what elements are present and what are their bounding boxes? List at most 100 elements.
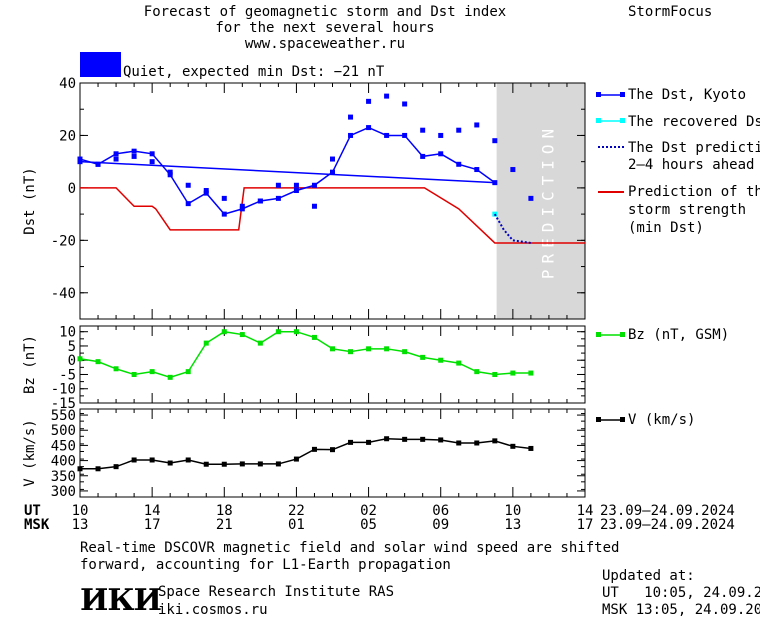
bz-frame <box>79 325 586 404</box>
dst-kyoto-point <box>402 132 408 138</box>
dst-kyoto-point <box>330 169 335 175</box>
v-ytick-label: 350 <box>51 469 76 485</box>
msk-axis-label: MSK <box>24 517 50 533</box>
v-point <box>366 439 372 445</box>
v-point <box>348 439 354 445</box>
dst-kyoto-point <box>366 125 372 131</box>
dst-kyoto-point <box>384 132 390 138</box>
dst-kyoto-point-latest <box>366 98 372 104</box>
dst-ytick-label: -40 <box>51 286 76 302</box>
v-point <box>131 457 137 463</box>
bz-point <box>366 346 372 352</box>
ut-date-range: 23.09–24.09.2024 <box>600 503 735 519</box>
dst-ytick-label: 0 <box>68 181 76 197</box>
bz-point <box>95 359 101 365</box>
dst-kyoto-point <box>149 151 155 157</box>
dst-kyoto-point-latest <box>77 159 83 165</box>
bz-point <box>239 332 245 338</box>
v-point <box>257 461 263 467</box>
dst-kyoto-point-latest <box>203 188 209 194</box>
bz-ytick-label: 10 <box>59 325 76 341</box>
msk-tick-label: 13 <box>504 517 522 533</box>
dst-kyoto-point-latest <box>474 122 480 128</box>
dst-prediction-line <box>493 213 532 244</box>
bz-ytick-label: 0 <box>68 353 76 369</box>
dst-ylabel: Dst (nT) <box>22 167 38 234</box>
iki-logo[interactable]: ИКИ <box>80 583 162 618</box>
dst-ytick-label: 40 <box>59 76 76 92</box>
dst-kyoto-line <box>79 126 496 215</box>
bz-point <box>474 369 480 375</box>
legend-marker-recovered-2 <box>620 118 625 123</box>
v-point <box>474 440 480 446</box>
ut-tick-label: 14 <box>143 503 161 519</box>
legend-marker-dst-kyoto-2 <box>620 92 625 97</box>
institute-site[interactable]: iki.cosmos.ru <box>158 602 268 618</box>
ut-tick-label: 18 <box>215 503 233 519</box>
dst-kyoto-point <box>203 190 209 196</box>
ut-axis-label: UT <box>24 503 41 519</box>
dst-kyoto-point-latest <box>311 203 317 209</box>
bz-point <box>221 329 227 335</box>
legend-label-dst-kyoto: The Dst, Kyoto <box>628 87 747 103</box>
dst-kyoto-point-latest <box>113 156 119 162</box>
bz-ytick-label: 5 <box>68 339 76 355</box>
dst-kyoto-point-latest <box>257 198 263 204</box>
v-point <box>402 436 408 442</box>
status-text: Quiet, expected min Dst: −21 nT <box>123 64 385 80</box>
legend-marker-bz-2 <box>620 332 625 337</box>
v-point <box>330 447 335 453</box>
msk-tick-label: 17 <box>576 517 594 533</box>
v-point <box>384 436 390 442</box>
legend-label-recovered-dst: The recovered Dst <box>628 114 760 130</box>
updated-label: Updated at: <box>602 568 695 584</box>
dst-kyoto-point-latest <box>528 195 534 201</box>
bz-v-legend-swatches <box>596 332 625 422</box>
v-point <box>113 464 119 470</box>
v-point <box>149 457 155 463</box>
msk-tick-label: 17 <box>143 517 161 533</box>
bz-point <box>528 370 534 376</box>
legend-label-v: V (km/s) <box>628 412 696 428</box>
dst-kyoto-point-latest <box>131 153 137 159</box>
legend-label-dst-prediction-2: 2–4 hours ahead <box>628 157 755 173</box>
v-point <box>510 443 516 449</box>
msk-tick-label: 01 <box>287 517 305 533</box>
bz-point <box>257 340 263 346</box>
dst-kyoto-point <box>293 188 299 194</box>
brand-name: StormFocus <box>628 4 713 20</box>
v-point <box>167 460 173 466</box>
bz-point <box>311 334 317 340</box>
bz-point <box>113 366 119 372</box>
ut-tick-label: 10 <box>71 503 89 519</box>
bz-point <box>348 349 354 355</box>
ut-tick-label: 22 <box>287 503 305 519</box>
dst-kyoto-point <box>456 161 462 167</box>
dst-kyoto-line-latest <box>79 160 495 184</box>
v-point <box>293 456 299 462</box>
prediction-band <box>496 83 585 319</box>
v-frame <box>79 408 586 498</box>
legend-label-dst-prediction-1: The Dst prediction <box>628 140 760 156</box>
bz-ytick-label: -5 <box>59 367 76 383</box>
chart-title-line1: Forecast of geomagnetic storm and Dst in… <box>143 4 507 20</box>
v-point <box>221 461 227 467</box>
dst-kyoto-point <box>275 195 281 201</box>
dst-kyoto-point <box>420 153 426 159</box>
chart-title-line2: for the next several hours <box>215 20 435 36</box>
site-url[interactable]: www.spaceweather.ru <box>244 36 406 52</box>
storm-strength-line <box>80 187 585 244</box>
v-ytick-label: 400 <box>51 454 76 470</box>
msk-tick-label: 13 <box>71 517 89 533</box>
bz-line <box>79 330 531 379</box>
v-point <box>77 466 83 472</box>
v-point <box>185 457 191 463</box>
dst-kyoto-point <box>474 167 480 173</box>
msk-tick-label: 09 <box>432 517 450 533</box>
bz-point <box>203 340 209 346</box>
v-line <box>80 437 531 470</box>
v-point <box>528 445 534 451</box>
msk-date-range: 23.09–24.09.2024 <box>600 517 735 533</box>
dst-kyoto-point <box>239 206 245 212</box>
